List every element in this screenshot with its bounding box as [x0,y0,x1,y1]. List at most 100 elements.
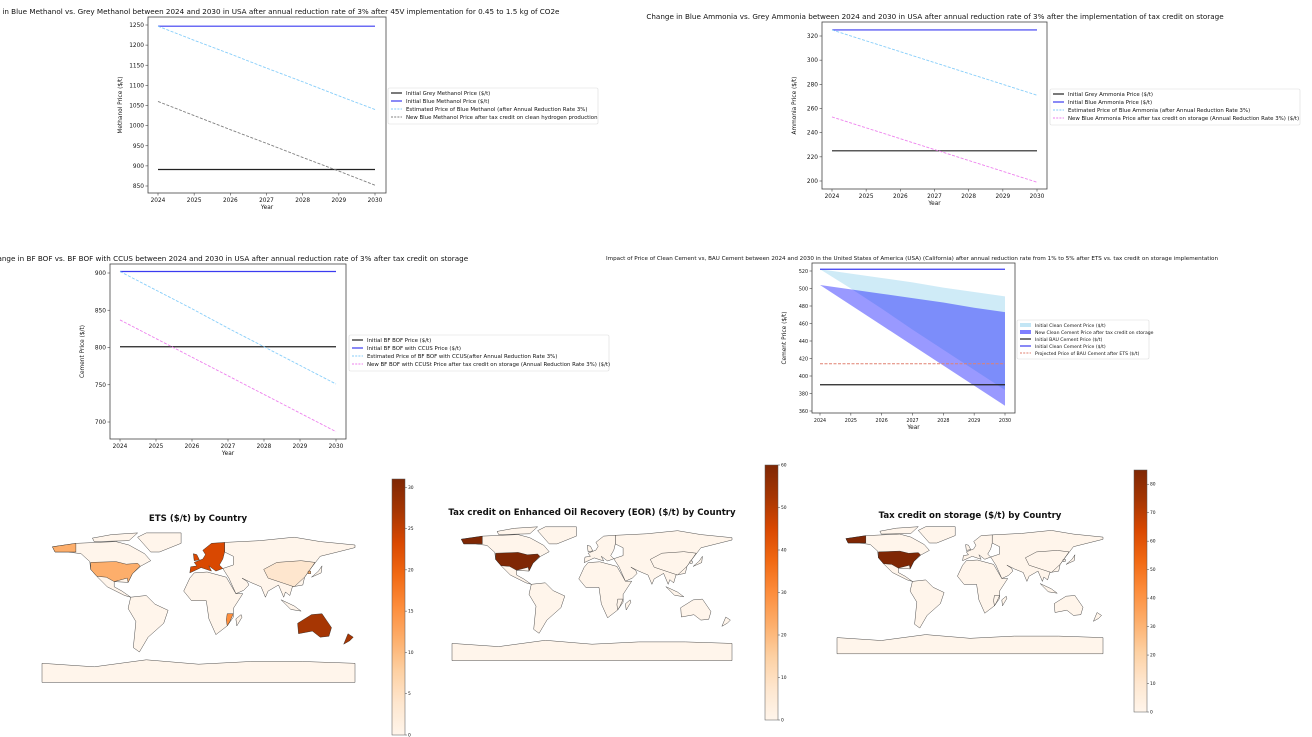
choropleth-map-3: Tax credit on storage ($/t) by Country 0 1… [836,469,1156,716]
x-tick-label: 2026 [223,198,238,204]
country-indonesia [1040,583,1058,594]
y-tick-label: 480 [799,304,808,310]
y-tick-label: 700 [95,420,106,426]
legend-label: New BF BOF with CCUSt Price after tax cr… [367,362,610,368]
country-european-union [189,542,225,574]
y-tick-label: 220 [807,155,818,161]
y-tick-label: 380 [799,392,808,398]
x-tick-label: 2025 [859,194,874,200]
x-tick-label: 2026 [893,194,908,200]
x-tick-label: 2028 [937,418,949,424]
colorbar-tick-label: 0 [1150,710,1153,716]
country-southamerica [528,582,566,634]
country-greenland [137,532,182,553]
legend-label: Initial BF BOF Price ($/t) [367,338,431,344]
legend-label: New Blue Ammonia Price after tax credit … [1068,116,1299,122]
colorbar-tick-label: 30 [1150,624,1156,630]
chart-3: Change in BF BOF vs. BF BOF with CCUS be… [0,254,610,457]
country-madagascar [235,614,243,627]
country-antarctica [41,659,356,683]
country-indonesia [665,586,684,597]
map-title: Tax credit on Enhanced Oil Recovery (EOR… [448,508,736,518]
x-tick-label: 2027 [927,194,942,200]
country-united-kingdom [587,545,594,552]
x-tick-label: 2024 [814,418,826,424]
colorbar [1133,469,1148,713]
x-tick-label: 2027 [259,198,274,204]
x-tick-label: 2027 [221,444,236,450]
y-tick-label: 520 [799,269,808,275]
country-australia [680,598,712,621]
y-axis-label: Methanol Price ($/t) [118,76,124,133]
series-line-4 [157,101,376,186]
colorbar-tick-label: 20 [781,633,787,639]
plot-frame [147,16,387,194]
colorbar-tick-label: 10 [1150,681,1156,687]
colorbar-tick-label: 60 [1150,539,1156,545]
series-line-3 [119,271,337,385]
x-axis-label: Year [927,201,941,207]
y-tick-label: 300 [807,58,818,64]
x-axis-label: Year [221,451,235,457]
y-axis-label: Ammonia Price ($/t) [792,77,798,135]
x-tick-label: 2029 [995,194,1010,200]
colorbar-tick-label: 80 [1150,482,1156,488]
x-tick-label: 2030 [368,198,383,204]
country-china [1025,550,1070,573]
colorbar-tick-label: 5 [408,691,411,697]
legend-box [1049,88,1301,126]
legend-label: Initial Grey Methanol Price ($/t) [406,91,490,97]
country-madagascar [625,599,632,611]
colorbar [764,464,779,721]
y-tick-label: 800 [95,346,106,352]
country-southamerica [127,595,169,653]
country-arctic [92,532,139,542]
country-european-union [962,534,993,562]
x-tick-label: 2027 [906,418,918,424]
country-arctic [879,526,919,535]
colorbar-tick-label: 10 [781,675,787,681]
colorbar-tick-label: 30 [408,485,414,491]
chart-2: Change in Blue Ammonia vs. Grey Ammonia … [646,12,1301,207]
legend-label: Estimated Price of Blue Methanol (after … [406,107,588,113]
area-band-1 [820,269,1005,390]
country-greenland [537,526,577,545]
country-antarctica [836,634,1104,654]
chart-title: Change in BF BOF vs. BF BOF with CCUS be… [0,254,469,263]
colorbar-tick-label: 10 [408,650,414,656]
country-south-korea [689,560,693,564]
x-tick-label: 2030 [1030,194,1045,200]
country-indonesia [280,599,302,612]
country-china [650,551,697,576]
x-tick-label: 2028 [295,198,310,204]
legend: Initial Grey Ammonia Price ($/t) Initial … [1049,88,1301,126]
y-tick-label: 500 [799,287,808,293]
country-south-korea [307,570,311,574]
country-australia [297,613,332,638]
legend-label: Projected Price of BAU Cement after ETS … [1035,351,1140,357]
country-japan [692,556,703,567]
x-tick-label: 2029 [968,418,980,424]
country-united-states [90,561,141,584]
choropleth-map-1: ETS ($/t) by Country 0 5 10 15 20 25 30 [41,478,414,737]
y-tick-label: 1150 [129,63,144,69]
series-line-3 [831,29,1038,96]
x-tick-label: 2026 [185,444,200,450]
y-tick-label: 850 [95,308,106,314]
legend-label: Initial BAU Cement Price ($/t) [1035,337,1103,343]
legend-label: New Blue Methanol Price after tax credit… [406,115,598,121]
colorbar-tick-label: 30 [781,590,787,596]
series-line-4 [831,116,1038,183]
chart-title: Impact of Price of Clean Cement vs, BAU … [606,256,1218,262]
legend-label: Initial Clean Cement Price ($/t) [1035,344,1106,350]
colorbar-tick-label: 50 [781,505,787,511]
y-tick-label: 440 [799,339,808,345]
chart-1: Change in Blue Methanol vs. Grey Methano… [0,7,599,211]
x-tick-label: 2025 [845,418,857,424]
x-tick-label: 2025 [187,198,202,204]
y-tick-label: 1100 [129,83,144,89]
map-title: ETS ($/t) by Country [149,514,248,524]
x-tick-label: 2024 [113,444,128,450]
y-tick-label: 1000 [129,124,144,130]
